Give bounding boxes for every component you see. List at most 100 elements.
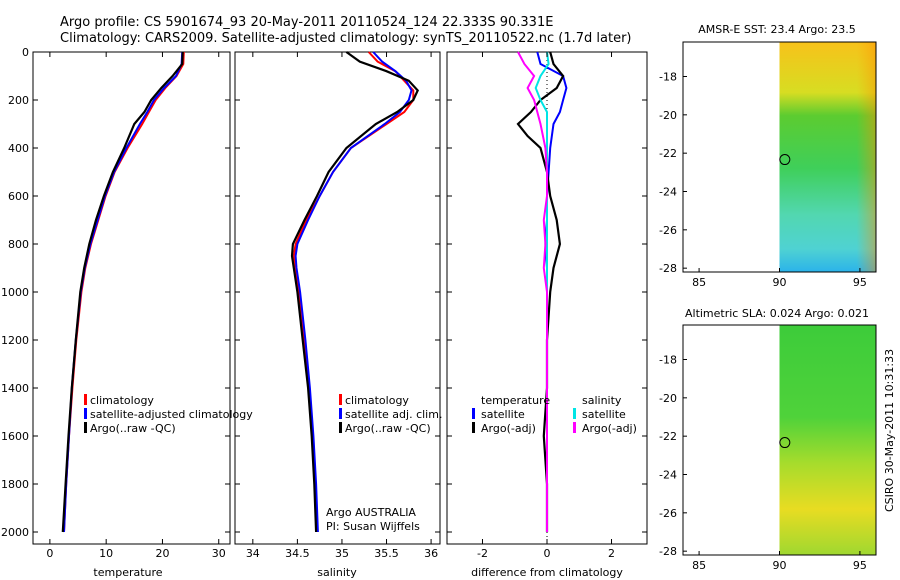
legend-label-temp-argo: Argo(-adj) (481, 422, 536, 435)
map-xtick-label: 95 (853, 276, 867, 289)
depth-tick-label: 1400 (1, 382, 29, 395)
legend-swatch-satellite-adj (339, 408, 342, 419)
legend-swatch-sal-satellite (573, 408, 576, 419)
map-xtick-label: 90 (773, 276, 787, 289)
legend-group-salinity: salinity (582, 394, 622, 407)
depth-tick-label: 400 (8, 142, 29, 155)
salinity-annotation-line2: PI: Susan Wijffels (326, 520, 420, 533)
difference-xtick-label: 0 (544, 547, 551, 560)
temperature-xtick-label: 30 (212, 547, 226, 560)
map-ytick-label: -20 (659, 392, 677, 405)
map-ytick-label: -22 (659, 430, 677, 443)
map-ytick-label: -26 (659, 507, 677, 520)
legend-swatch-satellite-adjusted (84, 408, 87, 419)
sst-field-overlay (779, 42, 876, 272)
map-xtick-label: 90 (773, 559, 787, 572)
salinity-xtick-label: 36 (424, 547, 438, 560)
legend-swatch-temp-argo (472, 422, 475, 433)
temperature-series-climatology (63, 51, 185, 533)
sla-field (779, 325, 876, 555)
legend-swatch-climatology (339, 394, 342, 405)
sla-argo-location-marker (779, 437, 791, 449)
map-ytick-label: -18 (659, 71, 677, 84)
map-xtick-label: 85 (692, 276, 706, 289)
depth-tick-label: 2000 (1, 526, 29, 539)
salinity-series-argo-raw-qc- (290, 51, 420, 533)
legend-label-satellite-adjusted: satellite-adjusted climatology (90, 408, 253, 421)
map-ytick-label: -22 (659, 147, 677, 160)
temperature-xtick-label: 20 (155, 547, 169, 560)
sst-argo-location-marker (779, 154, 791, 166)
sst-map-ticks: 85 90 95 -18 -20 -22 -24 -26 -28 (659, 71, 867, 290)
legend-swatch-argo (339, 422, 342, 433)
temperature-axes (32, 51, 231, 545)
legend-label-argo: Argo(..raw -QC) (345, 422, 431, 435)
legend-label-sal-argo: Argo(-adj) (582, 422, 637, 435)
difference-panel: -2 0 2 difference from climatology tempera… (446, 51, 648, 579)
depth-tick-label: 600 (8, 190, 29, 203)
difference-xtick-label: 2 (608, 547, 615, 560)
map-ytick-label: -18 (659, 354, 677, 367)
sla-map-title: Altimetric SLA: 0.024 Argo: 0.021 (685, 307, 869, 320)
difference-series (516, 51, 568, 544)
salinity-xtick-label: 34 (246, 547, 260, 560)
difference-xtick-label: -2 (477, 547, 488, 560)
legend-label-sal-satellite: satellite (582, 408, 626, 421)
difference-ticks: -2 0 2 (447, 51, 647, 560)
map-xtick-label: 95 (853, 559, 867, 572)
temperature-xtick-label: 0 (46, 547, 53, 560)
legend-label-climatology: climatology (345, 394, 409, 407)
figure-title-line1: Argo profile: CS 5901674_93 20-May-2011 … (60, 15, 553, 30)
map-ytick-label: -24 (659, 469, 677, 482)
depth-tick-label: 1600 (1, 430, 29, 443)
map-ytick-label: -28 (659, 262, 677, 275)
sla-map-panel: Altimetric SLA: 0.024 Argo: 0.021 85 90 95… (659, 307, 877, 573)
map-ytick-label: -28 (659, 545, 677, 558)
salinity-xtick-label: 34.5 (285, 547, 310, 560)
salinity-xtick-label: 35.5 (374, 547, 399, 560)
temperature-panel: 0 10 20 30 0 200 400 600 800 1000 1200 1400 1600 1800… (1, 46, 253, 579)
legend-label-temp-satellite: satellite (481, 408, 525, 421)
legend-swatch-temp-satellite (472, 408, 475, 419)
map-ytick-label: -20 (659, 109, 677, 122)
salinity-xlabel: salinity (317, 566, 357, 579)
side-label: CSIRO 30-May-2011 10:31:33 (883, 349, 896, 512)
salinity-annotation-line1: Argo AUSTRALIA (326, 506, 416, 519)
legend-swatch-climatology (84, 394, 87, 405)
temperature-ticks: 0 10 20 30 0 200 400 600 800 1000 1200 1400 1600 1800… (1, 46, 230, 560)
temperature-xtick-label: 10 (99, 547, 113, 560)
salinity-panel: 34 34.5 35 35.5 36 salinity climatology sate… (234, 51, 442, 579)
temperature-legend: climatology satellite-adjusted climatolo… (84, 394, 253, 435)
difference-series-salinity-argo-adj- (517, 51, 548, 532)
salinity-ticks: 34 34.5 35 35.5 36 (235, 51, 440, 560)
salinity-series (290, 51, 420, 533)
difference-series-temperature-satellite (536, 51, 568, 532)
depth-tick-label: 200 (8, 94, 29, 107)
depth-tick-label: 1800 (1, 478, 29, 491)
figure-title-line2: Climatology: CARS2009. Satellite-adjuste… (60, 31, 632, 46)
temperature-series (61, 51, 185, 533)
salinity-axes (234, 51, 441, 545)
map-ytick-label: -24 (659, 186, 677, 199)
legend-label-argo: Argo(..raw -QC) (90, 422, 176, 435)
legend-group-temperature: temperature (481, 394, 550, 407)
legend-swatch-argo (84, 422, 87, 433)
depth-tick-label: 1200 (1, 334, 29, 347)
temperature-series-satellite-adjusted-climatology (63, 51, 184, 533)
depth-tick-label: 1000 (1, 286, 29, 299)
salinity-legend: climatology satellite adj. clim. Argo(..… (339, 394, 442, 435)
sst-map-title: AMSR-E SST: 23.4 Argo: 23.5 (698, 23, 856, 36)
sla-map-ticks: 85 90 95 -18 -20 -22 -24 -26 -28 (659, 354, 867, 573)
salinity-series-climatology (292, 51, 415, 533)
map-xtick-label: 85 (692, 559, 706, 572)
legend-label-climatology: climatology (90, 394, 154, 407)
temperature-xlabel: temperature (93, 566, 162, 579)
salinity-series-satellite-adj-clim- (294, 51, 413, 533)
depth-tick-label: 800 (8, 238, 29, 251)
legend-swatch-sal-argo (573, 422, 576, 433)
map-ytick-label: -26 (659, 224, 677, 237)
sst-map-panel: AMSR-E SST: 23.4 Argo: 23.5 85 90 95 -18 -20… (659, 23, 877, 290)
difference-xlabel: difference from climatology (471, 566, 623, 579)
legend-label-satellite-adj: satellite adj. clim. (345, 408, 442, 421)
salinity-xtick-label: 35 (335, 547, 349, 560)
